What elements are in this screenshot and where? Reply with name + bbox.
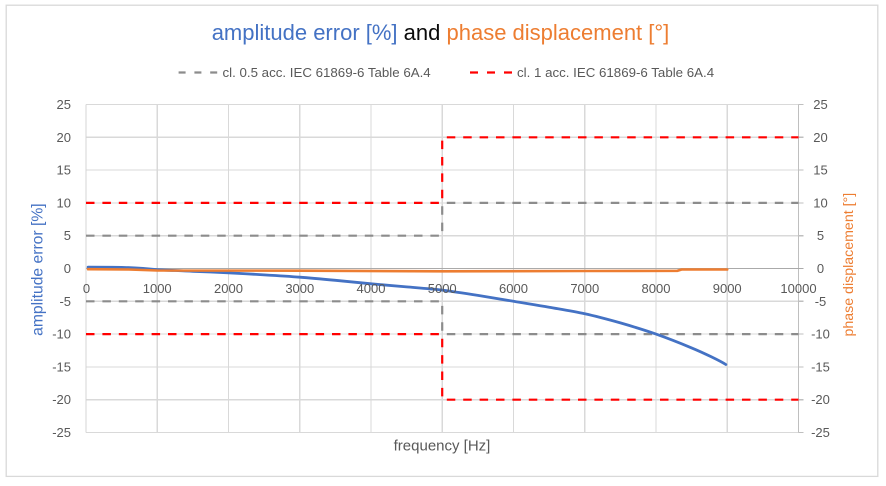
svg-text:5000: 5000 xyxy=(428,281,457,296)
svg-text:cl. 1 acc. IEC 61869-6 Table 6: cl. 1 acc. IEC 61869-6 Table 6A.4 xyxy=(517,65,714,80)
svg-text:-15: -15 xyxy=(811,359,830,374)
svg-text:25: 25 xyxy=(813,97,827,112)
svg-text:5: 5 xyxy=(64,228,71,243)
svg-text:15: 15 xyxy=(57,163,71,178)
svg-text:0: 0 xyxy=(817,261,824,276)
svg-text:-5: -5 xyxy=(815,294,827,309)
svg-text:0: 0 xyxy=(64,261,71,276)
svg-text:frequency [Hz]: frequency [Hz] xyxy=(394,438,491,455)
svg-text:7000: 7000 xyxy=(570,281,599,296)
svg-text:10000: 10000 xyxy=(780,281,816,296)
svg-text:cl. 0.5 acc. IEC 61869-6 Table: cl. 0.5 acc. IEC 61869-6 Table 6A.4 xyxy=(223,65,431,80)
svg-text:amplitude error [%]: amplitude error [%] xyxy=(30,203,47,336)
svg-text:2000: 2000 xyxy=(214,281,243,296)
svg-text:25: 25 xyxy=(57,97,71,112)
svg-text:0: 0 xyxy=(83,281,90,296)
svg-text:8000: 8000 xyxy=(642,281,671,296)
svg-text:1000: 1000 xyxy=(143,281,172,296)
svg-text:-25: -25 xyxy=(52,425,71,440)
svg-text:20: 20 xyxy=(57,130,71,145)
svg-text:-5: -5 xyxy=(59,294,71,309)
svg-text:3000: 3000 xyxy=(285,281,314,296)
svg-text:-15: -15 xyxy=(52,359,71,374)
svg-text:5: 5 xyxy=(817,228,824,243)
svg-text:phase displacement [°]: phase displacement [°] xyxy=(841,193,857,337)
svg-text:20: 20 xyxy=(813,130,827,145)
svg-text:-20: -20 xyxy=(811,392,830,407)
svg-text:9000: 9000 xyxy=(713,281,742,296)
svg-text:-20: -20 xyxy=(52,392,71,407)
svg-text:10: 10 xyxy=(813,195,827,210)
svg-text:-10: -10 xyxy=(52,327,71,342)
svg-text:6000: 6000 xyxy=(499,281,528,296)
svg-text:-10: -10 xyxy=(811,327,830,342)
svg-text:-25: -25 xyxy=(811,425,830,440)
svg-text:15: 15 xyxy=(813,163,827,178)
svg-text:4000: 4000 xyxy=(357,281,386,296)
svg-text:amplitude error [%] and phase: amplitude error [%] and phase displaceme… xyxy=(212,20,670,45)
svg-text:10: 10 xyxy=(57,195,71,210)
